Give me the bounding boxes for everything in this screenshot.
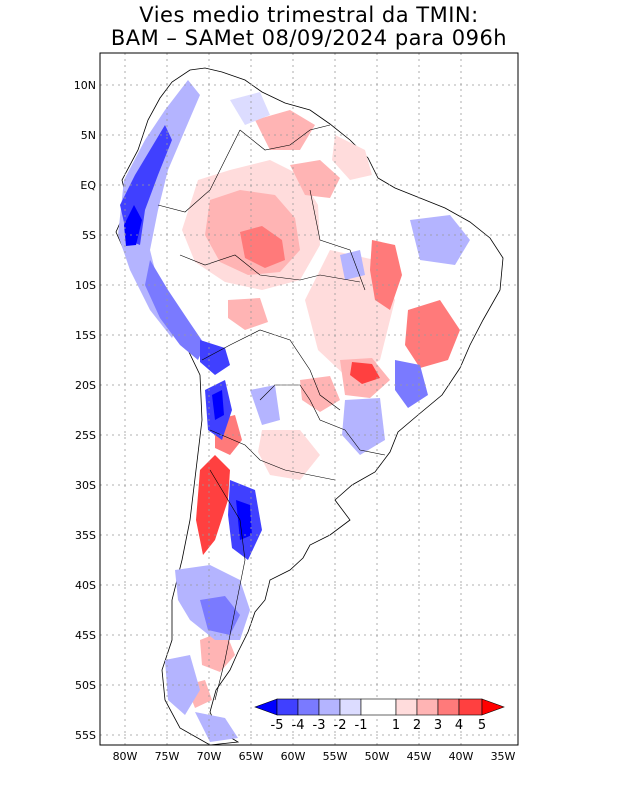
lat-label: 30S [75,479,96,492]
colorbar-label: -2 [334,718,347,733]
colorbar-bin [297,698,320,716]
lat-label: 55S [75,729,96,742]
colorbar-label: -5 [271,718,284,733]
colorbar-high-arrow [481,698,505,716]
cool-anomaly-patches [118,80,470,742]
lat-label: 45S [75,629,96,642]
map-title-line2: BAM – SAMet 08/09/2024 para 096h [110,26,508,50]
lat-label: 5S [82,229,96,242]
lat-label: 15S [75,329,96,342]
lat-label: EQ [80,179,96,192]
lon-label: 45W [407,750,432,763]
colorbar-bin [437,698,460,716]
lon-label: 35W [491,750,516,763]
lon-label: 40W [449,750,474,763]
colorbar-bin [458,698,483,716]
colorbar-bin [318,698,341,716]
lat-axis: 10N 5N EQ 5S 10S 15S 20S 25S 30S 35S 40S… [74,79,97,742]
lon-label: 80W [113,750,138,763]
colorbar-bin [395,698,418,716]
map-area [100,53,518,745]
graticule [100,53,518,745]
lat-label: 10N [74,79,96,92]
colorbar-label: -1 [355,718,368,733]
lat-label: 40S [75,579,96,592]
lon-axis: 80W 75W 70W 65W 60W 55W 50W 45W 40W 35W [113,750,516,763]
lat-label: 20S [75,379,96,392]
country-borders [157,124,386,701]
warm-anomaly-patches [182,110,460,708]
colorbar-label: 3 [434,718,442,733]
lon-label: 50W [365,750,390,763]
colorbar-label: 4 [455,718,463,733]
colorbar-bin [416,698,439,716]
colorbar-bin [360,698,397,716]
colorbar-label: -3 [313,718,326,733]
lat-label: 25S [75,429,96,442]
colorbar-bin [276,698,299,716]
colorbar-low-arrow [254,698,278,716]
lon-label: 55W [323,750,348,763]
lon-label: 60W [281,750,306,763]
lat-label: 10S [75,279,96,292]
colorbar-label: -4 [292,718,305,733]
colorbar-label: 5 [478,718,486,733]
lon-label: 75W [155,750,180,763]
colorbar-label: 2 [413,718,421,733]
lat-label: 50S [75,679,96,692]
lat-label: 35S [75,529,96,542]
map-frame [99,52,519,746]
colorbar-bin [339,698,362,716]
colorbar-label: 1 [392,718,400,733]
colorbar: -5 -4 -3 -2 -1 1 2 3 4 5 [254,698,505,733]
lon-label: 65W [239,750,264,763]
map-title-line1: Vies medio trimestral da TMIN: [139,3,479,27]
lon-label: 70W [197,750,222,763]
lat-label: 5N [81,129,96,142]
